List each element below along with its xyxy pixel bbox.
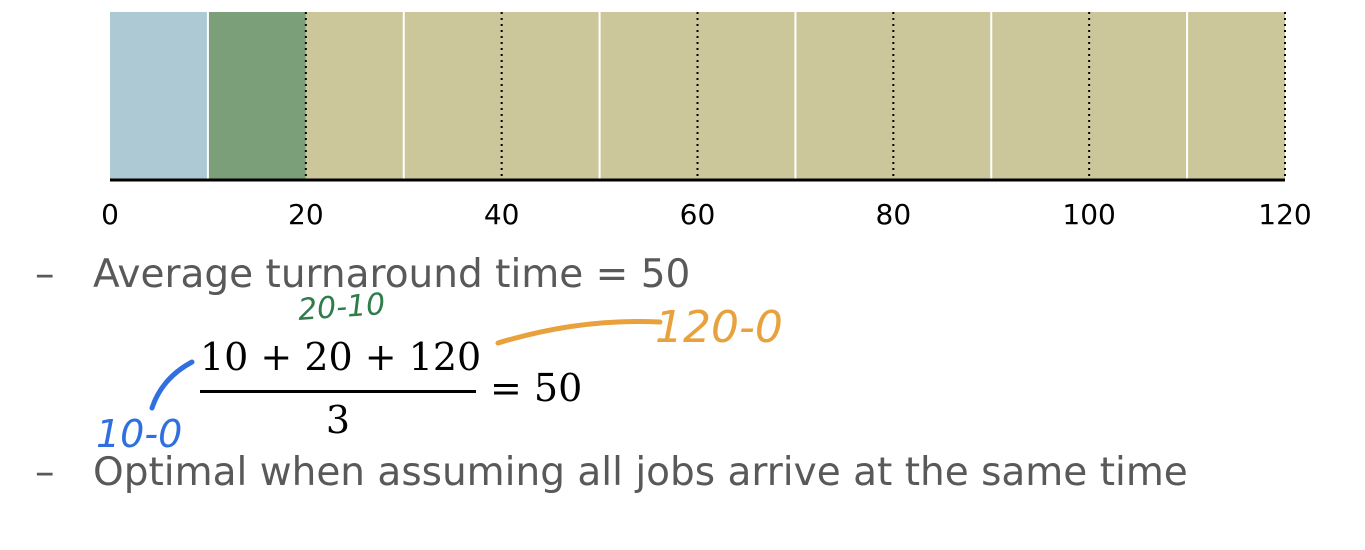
job-segment-11: [1187, 12, 1285, 180]
tick-label-20: 20: [288, 198, 324, 231]
bullet-average-turnaround: – Average turnaround time = 50: [35, 252, 690, 297]
job-segment-1: [207, 12, 306, 180]
bullet-dash: –: [35, 450, 55, 495]
job-segment-7: [795, 12, 894, 180]
formula-result: = 50: [490, 366, 583, 410]
job-segment-4: [501, 12, 600, 180]
job-segment-0: [110, 12, 208, 180]
bullet-optimal: – Optimal when assuming all jobs arrive a…: [35, 450, 1188, 495]
handwritten-annotation-green: 20-10: [296, 287, 387, 328]
tick-label-0: 0: [101, 198, 119, 231]
bullet-text: Average turnaround time = 50: [93, 252, 691, 297]
job-segment-2: [305, 12, 404, 180]
bullet-text: Optimal when assuming all jobs arrive at…: [93, 450, 1188, 495]
bullet-dash: –: [35, 252, 55, 297]
job-segment-9: [991, 12, 1090, 180]
tick-label-120: 120: [1258, 198, 1312, 231]
job-segment-8: [893, 12, 992, 180]
job-segment-3: [403, 12, 502, 180]
tick-label-80: 80: [875, 198, 912, 231]
handwritten-annotation-blue: 10-0: [96, 412, 183, 456]
formula-denominator: 3: [325, 398, 351, 442]
tick-label-40: 40: [483, 198, 520, 231]
formula-numerator: 10 + 20 + 120: [200, 335, 482, 379]
orange-stroke: [495, 318, 663, 346]
tick-label-100: 100: [1062, 198, 1116, 231]
job-segment-6: [697, 12, 796, 180]
handwritten-annotation-orange: 120-0: [655, 302, 783, 353]
timeline-chart: [110, 12, 1286, 182]
fraction-bar: [200, 390, 476, 393]
blue-stroke: [149, 359, 195, 411]
tick-label-60: 60: [679, 198, 716, 231]
job-segment-10: [1089, 12, 1188, 180]
job-segment-5: [599, 12, 698, 180]
